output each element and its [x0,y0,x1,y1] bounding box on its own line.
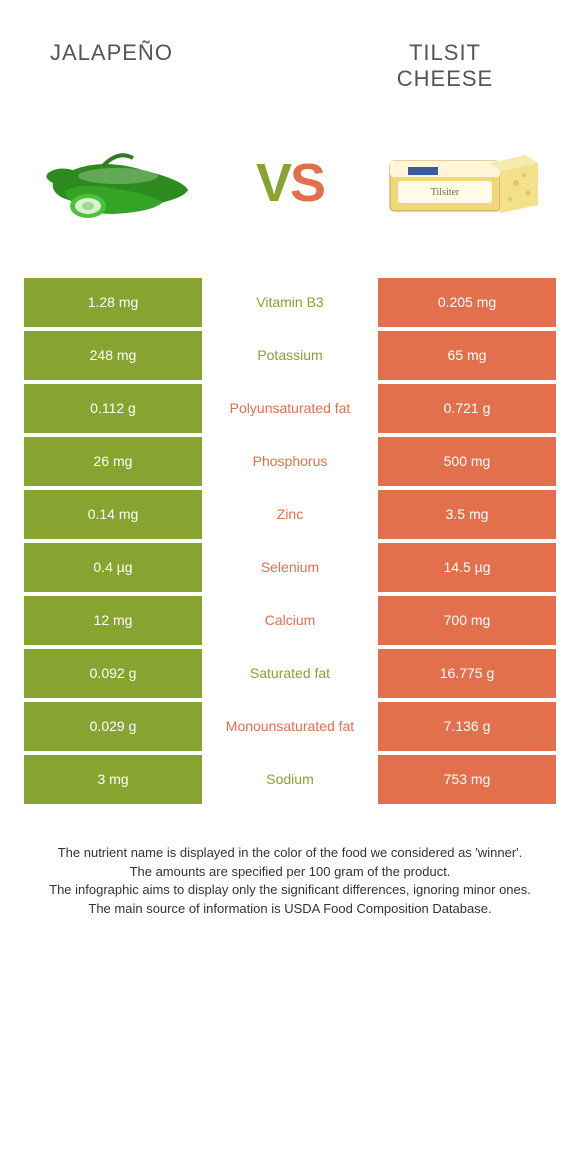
cell-right-value: 753 mg [378,755,556,804]
table-row: 0.4 µgSelenium14.5 µg [24,543,556,592]
vs-v: V [256,152,290,214]
cell-right-value: 65 mg [378,331,556,380]
cell-nutrient-label: Monounsaturated fat [202,702,378,751]
table-row: 0.14 mgZinc3.5 mg [24,490,556,539]
cell-left-value: 0.092 g [24,649,202,698]
title-tilsit: TILSIT CHEESE [360,40,530,93]
cell-right-value: 500 mg [378,437,556,486]
cell-nutrient-label: Calcium [202,596,378,645]
cell-right-value: 16.775 g [378,649,556,698]
cell-left-value: 248 mg [24,331,202,380]
cell-left-value: 1.28 mg [24,278,202,327]
cheese-image: Tilsiter [375,123,550,243]
table-row: 0.092 gSaturated fat16.775 g [24,649,556,698]
cell-nutrient-label: Sodium [202,755,378,804]
cell-left-value: 12 mg [24,596,202,645]
cell-nutrient-label: Selenium [202,543,378,592]
table-row: 0.029 gMonounsaturated fat7.136 g [24,702,556,751]
svg-text:Tilsiter: Tilsiter [430,187,459,198]
comparison-table: 1.28 mgVitamin B30.205 mg248 mgPotassium… [24,278,556,804]
footer-line-3: The infographic aims to display only the… [40,881,540,900]
table-row: 3 mgSodium753 mg [24,755,556,804]
cell-right-value: 700 mg [378,596,556,645]
footer-notes: The nutrient name is displayed in the co… [40,844,540,919]
footer-line-1: The nutrient name is displayed in the co… [40,844,540,863]
cell-nutrient-label: Vitamin B3 [202,278,378,327]
table-row: 12 mgCalcium700 mg [24,596,556,645]
cell-left-value: 0.14 mg [24,490,202,539]
cell-nutrient-label: Saturated fat [202,649,378,698]
cell-left-value: 3 mg [24,755,202,804]
cell-left-value: 26 mg [24,437,202,486]
cell-left-value: 0.4 µg [24,543,202,592]
footer-line-4: The main source of information is USDA F… [40,900,540,919]
vs-s: S [290,152,324,214]
cell-left-value: 0.112 g [24,384,202,433]
cell-nutrient-label: Zinc [202,490,378,539]
footer-line-2: The amounts are specified per 100 gram o… [40,863,540,882]
cell-left-value: 0.029 g [24,702,202,751]
table-row: 248 mgPotassium65 mg [24,331,556,380]
hero-row: VS Tilsiter [0,113,580,268]
cell-right-value: 7.136 g [378,702,556,751]
cell-right-value: 14.5 µg [378,543,556,592]
cell-right-value: 0.721 g [378,384,556,433]
table-row: 26 mgPhosphorus500 mg [24,437,556,486]
table-row: 0.112 gPolyunsaturated fat0.721 g [24,384,556,433]
table-row: 1.28 mgVitamin B30.205 mg [24,278,556,327]
cell-right-value: 3.5 mg [378,490,556,539]
cell-right-value: 0.205 mg [378,278,556,327]
cell-nutrient-label: Potassium [202,331,378,380]
vs-label: VS [256,152,324,214]
cell-nutrient-label: Phosphorus [202,437,378,486]
cell-nutrient-label: Polyunsaturated fat [202,384,378,433]
header: JALAPEÑO TILSIT CHEESE [0,0,580,113]
title-jalapeno: JALAPEÑO [50,40,173,93]
jalapeno-image [30,123,205,243]
